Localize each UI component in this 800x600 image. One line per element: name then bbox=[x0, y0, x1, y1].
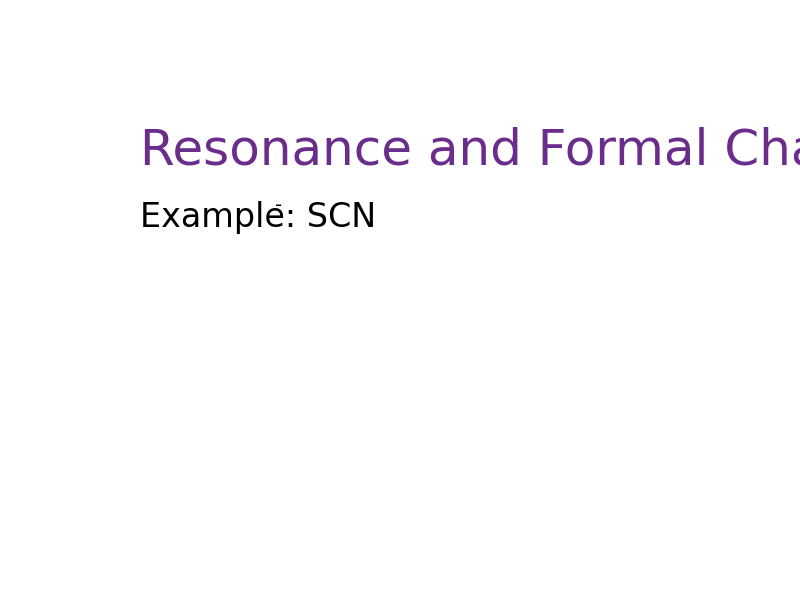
Text: Resonance and Formal Charge: Resonance and Formal Charge bbox=[140, 127, 800, 175]
Text: Example: SCN: Example: SCN bbox=[140, 202, 377, 235]
Text: -: - bbox=[275, 196, 282, 215]
